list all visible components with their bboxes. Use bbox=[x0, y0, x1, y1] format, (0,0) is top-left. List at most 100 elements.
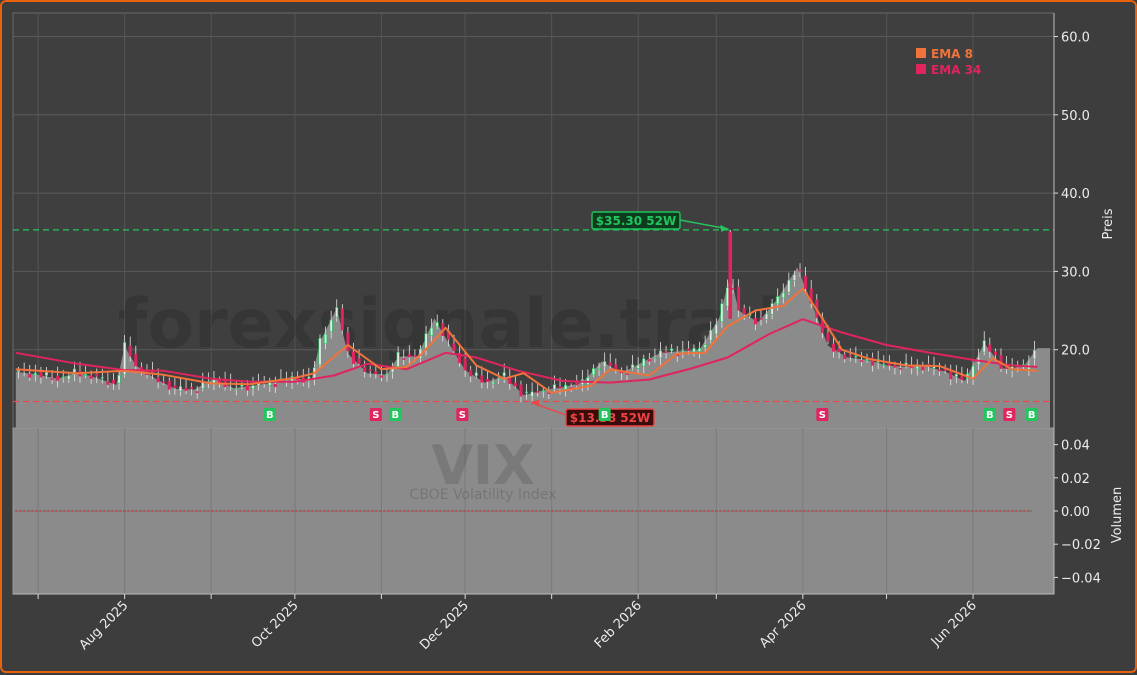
y-tick-label: 20.0 bbox=[1061, 344, 1090, 359]
candle-body bbox=[988, 344, 992, 352]
candle-body bbox=[402, 358, 406, 360]
candle-body bbox=[608, 362, 612, 366]
high-52w-arrowhead bbox=[720, 224, 729, 232]
legend-label: EMA 34 bbox=[931, 63, 981, 77]
y-tick-label: 40.0 bbox=[1061, 187, 1090, 202]
candle-body bbox=[859, 360, 863, 362]
candle-body bbox=[681, 350, 685, 353]
signal-label: B bbox=[601, 410, 609, 421]
symbol-watermark: VIX bbox=[431, 434, 535, 497]
candle-body bbox=[938, 369, 942, 372]
candle-body bbox=[100, 377, 104, 379]
candle-body bbox=[848, 354, 852, 357]
x-tick-label: Apr 2026 bbox=[757, 598, 810, 651]
high-52w-label-box bbox=[591, 211, 681, 230]
candle-body bbox=[731, 288, 735, 290]
candle-body bbox=[525, 391, 529, 394]
signal-badge bbox=[456, 408, 469, 421]
candle-body bbox=[564, 384, 568, 390]
candle-body bbox=[240, 384, 244, 387]
signal-badge bbox=[1003, 408, 1016, 421]
candle-body bbox=[519, 384, 523, 397]
candle-body bbox=[480, 375, 484, 383]
signal-badge bbox=[983, 408, 996, 421]
candle-body bbox=[647, 359, 651, 362]
candle-body bbox=[720, 303, 724, 322]
signal-label: B bbox=[392, 410, 400, 421]
candle-body bbox=[117, 374, 121, 384]
candle-body bbox=[111, 379, 115, 384]
candle-body bbox=[899, 368, 903, 370]
candle-body bbox=[351, 351, 355, 364]
candle-body bbox=[954, 374, 958, 377]
candle-body bbox=[513, 382, 517, 387]
signal-badge bbox=[598, 408, 611, 421]
volume-tick-label: 0.04 bbox=[1061, 439, 1090, 454]
candle-body bbox=[631, 364, 635, 369]
signal-badge bbox=[389, 408, 402, 421]
candle-body bbox=[458, 352, 462, 364]
candle-body bbox=[251, 385, 255, 389]
y-tick-label: 50.0 bbox=[1061, 109, 1090, 124]
signal-badge bbox=[369, 408, 382, 421]
signal-badge bbox=[1025, 408, 1038, 421]
candle-body bbox=[765, 313, 769, 320]
candle-body bbox=[547, 392, 551, 395]
signal-label: B bbox=[266, 410, 274, 421]
candle-body bbox=[854, 355, 858, 358]
candle-body bbox=[832, 343, 836, 352]
candle-body bbox=[692, 348, 696, 353]
subtitle-watermark: CBOE Volatility Index bbox=[410, 487, 557, 503]
candle-body bbox=[636, 364, 640, 369]
high-52w-arrow bbox=[679, 219, 729, 230]
candle-body bbox=[781, 292, 785, 299]
candle-body bbox=[843, 354, 847, 360]
candle-body bbox=[245, 385, 249, 391]
candle-body bbox=[759, 318, 763, 320]
candle-body bbox=[597, 368, 601, 371]
candle-body bbox=[871, 357, 875, 366]
candle-body bbox=[463, 358, 467, 371]
candle-body bbox=[134, 353, 138, 367]
candle-body bbox=[776, 296, 780, 305]
candle-body bbox=[379, 375, 383, 378]
volume-tick-label: 0.02 bbox=[1061, 472, 1090, 487]
candle-body bbox=[614, 364, 618, 370]
candle-body bbox=[698, 348, 702, 352]
candle-body bbox=[184, 387, 188, 391]
close-area bbox=[15, 267, 1050, 428]
candle-body bbox=[413, 355, 417, 358]
candle-body bbox=[686, 348, 690, 352]
candle-body bbox=[56, 375, 60, 381]
candle-body bbox=[84, 374, 88, 376]
price-pane bbox=[12, 12, 1055, 429]
candle-body bbox=[363, 366, 367, 372]
ema-8-line bbox=[15, 287, 1038, 394]
candle-body bbox=[61, 376, 65, 379]
candle-body bbox=[178, 386, 182, 392]
candle-body bbox=[530, 391, 534, 397]
x-tick-label: Jun 2026 bbox=[928, 598, 980, 650]
candle-body bbox=[658, 350, 662, 359]
legend-swatch bbox=[916, 64, 926, 74]
candle-body bbox=[435, 322, 439, 328]
signal-label: S bbox=[372, 410, 379, 421]
candle-body bbox=[357, 358, 361, 364]
signal-badge bbox=[263, 408, 276, 421]
candle-body bbox=[837, 348, 841, 353]
candle-body bbox=[50, 378, 54, 380]
candle-body bbox=[921, 366, 925, 371]
candle-body bbox=[156, 377, 160, 383]
candle-body bbox=[67, 375, 71, 380]
candle-body bbox=[1032, 350, 1036, 360]
volume-axis-label: Volumen bbox=[1110, 487, 1125, 544]
candle-body bbox=[714, 323, 718, 335]
candle-body bbox=[737, 286, 741, 311]
candle-body bbox=[452, 343, 456, 352]
candle-body bbox=[89, 375, 93, 379]
candle-body bbox=[804, 275, 808, 289]
candle-body bbox=[971, 365, 975, 379]
candle-body bbox=[469, 369, 473, 377]
